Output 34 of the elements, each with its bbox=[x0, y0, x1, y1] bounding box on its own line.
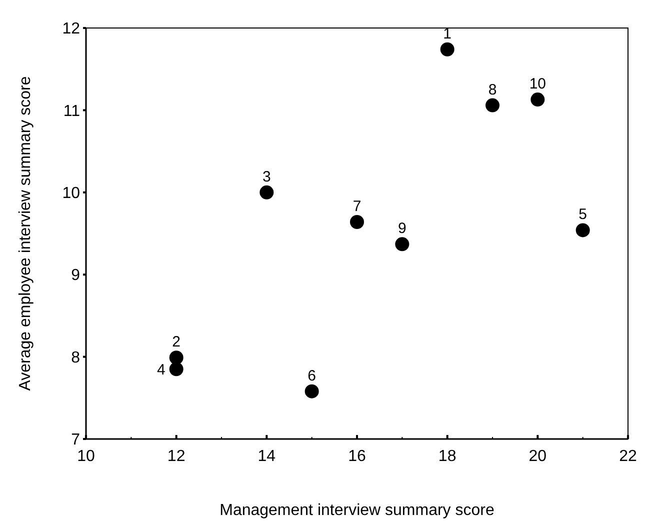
annotation: 6 bbox=[308, 367, 316, 384]
point bbox=[576, 223, 590, 238]
annotation: 7 bbox=[352, 198, 362, 215]
annotation: 9 bbox=[398, 220, 406, 238]
point bbox=[395, 237, 410, 252]
annotation: 1 bbox=[443, 25, 452, 42]
annotation: 3 bbox=[262, 168, 271, 186]
x-tick-label: 16 bbox=[348, 448, 366, 465]
x-axis-title: Management interview summary score bbox=[220, 502, 494, 519]
point bbox=[260, 185, 274, 200]
point bbox=[169, 350, 184, 365]
point bbox=[486, 98, 500, 112]
point bbox=[304, 384, 319, 398]
x-tick-label: 20 bbox=[528, 448, 547, 465]
y-axis-title: Average employee interview summary score bbox=[17, 76, 34, 391]
annotation: 8 bbox=[488, 81, 497, 98]
y-tick-label: 10 bbox=[62, 185, 80, 202]
annotation: 4 bbox=[156, 361, 166, 378]
point bbox=[169, 362, 184, 376]
x-tick-label: 22 bbox=[619, 448, 637, 465]
point bbox=[440, 42, 454, 56]
point bbox=[350, 214, 364, 229]
point bbox=[530, 92, 545, 107]
y-tick-label: 12 bbox=[62, 20, 80, 38]
y-tick-label: 11 bbox=[63, 102, 80, 120]
y-tick-label: 9 bbox=[71, 267, 80, 284]
x-tick-label: 14 bbox=[258, 448, 276, 465]
y-tick-label: 8 bbox=[71, 349, 80, 366]
annotation: 10 bbox=[529, 76, 546, 93]
x-tick-label: 12 bbox=[167, 448, 186, 465]
y-tick-label: 7 bbox=[71, 432, 80, 449]
x-tick-label: 18 bbox=[438, 448, 456, 465]
annotation: 5 bbox=[578, 206, 588, 224]
annotation: 2 bbox=[172, 334, 181, 351]
